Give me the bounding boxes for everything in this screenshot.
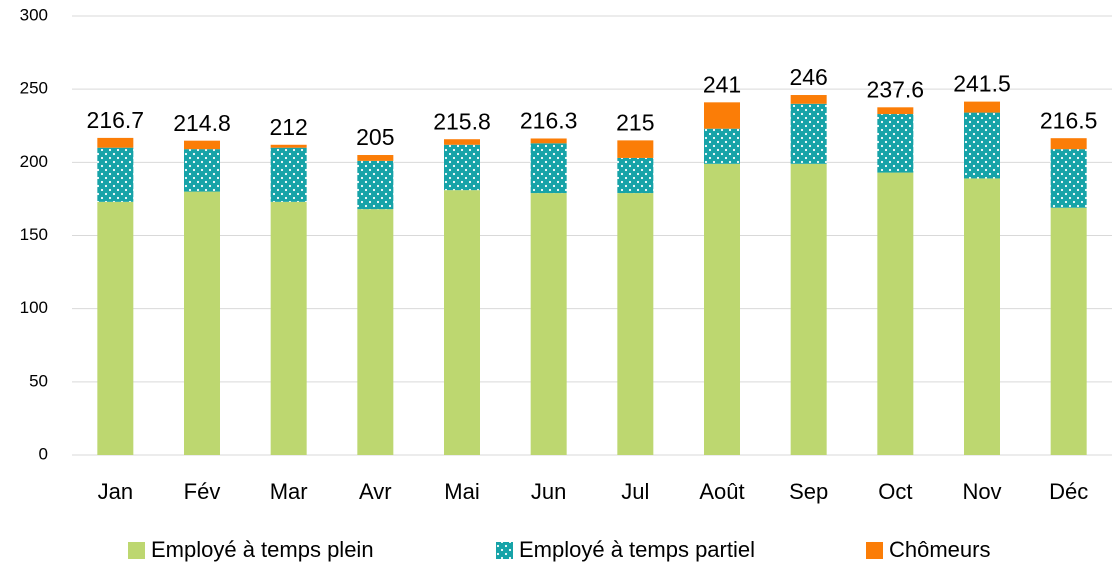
x-tick-label: Jul bbox=[621, 479, 649, 504]
x-tick-label: Août bbox=[699, 479, 744, 504]
legend-label: Employé à temps partiel bbox=[519, 537, 755, 562]
total-label: 241 bbox=[703, 71, 741, 97]
bar-segment bbox=[617, 157, 654, 194]
bar-segment bbox=[97, 201, 134, 455]
total-label: 214.8 bbox=[173, 110, 231, 136]
x-tick-label: Jun bbox=[531, 479, 566, 504]
bar-segment bbox=[444, 190, 480, 456]
total-label: 246 bbox=[789, 64, 827, 90]
y-tick-label: 300 bbox=[20, 5, 48, 24]
bar-segment bbox=[184, 149, 220, 192]
y-tick-label: 150 bbox=[20, 225, 48, 244]
bar-segment bbox=[357, 209, 394, 455]
bar-segment bbox=[184, 140, 220, 150]
bar-segment bbox=[877, 114, 914, 173]
x-tick-label: Avr bbox=[359, 479, 392, 504]
total-label: 241.5 bbox=[953, 71, 1011, 97]
bar-segment bbox=[97, 147, 134, 202]
y-tick-label: 100 bbox=[20, 298, 48, 317]
total-label: 216.5 bbox=[1040, 107, 1098, 133]
total-label: 215 bbox=[616, 109, 654, 135]
total-label: 215.8 bbox=[433, 108, 491, 134]
bar-segment bbox=[964, 112, 1000, 179]
bar-segment bbox=[964, 101, 1000, 113]
x-tick-label: Sep bbox=[789, 479, 828, 504]
y-tick-label: 0 bbox=[39, 444, 48, 463]
legend-label: Employé à temps plein bbox=[151, 537, 374, 562]
bar-segment bbox=[704, 163, 740, 455]
x-tick-label: Oct bbox=[878, 479, 912, 504]
bar-segment bbox=[1050, 207, 1087, 455]
bar-segment bbox=[877, 107, 914, 115]
bar-segment bbox=[530, 193, 567, 455]
bar-segment bbox=[790, 103, 827, 164]
bar-segment bbox=[704, 128, 740, 164]
bar-segment bbox=[1050, 138, 1087, 150]
bar-segment bbox=[357, 155, 394, 161]
bar-segment bbox=[617, 140, 654, 158]
x-tick-label: Nov bbox=[962, 479, 1001, 504]
total-label: 216.3 bbox=[520, 108, 578, 134]
bar-segment bbox=[270, 144, 307, 148]
bar-segment bbox=[270, 201, 307, 455]
bar-segment bbox=[530, 138, 567, 144]
bar-segment bbox=[530, 143, 567, 194]
y-tick-label: 50 bbox=[29, 371, 48, 390]
bar-segment bbox=[270, 147, 307, 202]
total-label: 205 bbox=[356, 124, 394, 150]
total-label: 237.6 bbox=[867, 76, 925, 102]
x-tick-label: Mar bbox=[270, 479, 308, 504]
bar-segment bbox=[184, 191, 220, 455]
y-tick-label: 200 bbox=[20, 152, 48, 171]
total-label: 216.7 bbox=[87, 107, 145, 133]
bar-segment bbox=[790, 163, 827, 455]
legend-label: Chômeurs bbox=[889, 537, 990, 562]
bar-segment bbox=[97, 137, 134, 148]
bar-segment bbox=[877, 172, 914, 455]
bar-segment bbox=[1050, 149, 1087, 208]
x-tick-label: Fév bbox=[184, 479, 221, 504]
bar-segment bbox=[617, 193, 654, 455]
x-tick-label: Jan bbox=[98, 479, 133, 504]
legend-swatch bbox=[496, 542, 513, 559]
x-tick-label: Mai bbox=[444, 479, 479, 504]
bar-segment bbox=[964, 178, 1000, 455]
bar-segment bbox=[444, 139, 480, 145]
legend-swatch bbox=[866, 542, 883, 559]
y-tick-label: 250 bbox=[20, 79, 48, 98]
bar-segment bbox=[444, 144, 480, 191]
bar-segment bbox=[704, 102, 740, 129]
x-tick-label: Déc bbox=[1049, 479, 1088, 504]
bar-segment bbox=[357, 160, 394, 210]
legend-swatch bbox=[128, 542, 145, 559]
total-label: 212 bbox=[269, 114, 307, 140]
bar-segment bbox=[790, 95, 827, 104]
